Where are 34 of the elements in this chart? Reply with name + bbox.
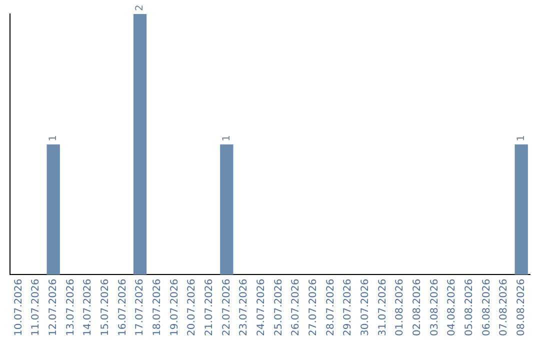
x-tick-label: 27.07.2026	[308, 278, 319, 336]
x-tick-label: 08.08.2026	[516, 278, 527, 336]
x-tick-label: 26.07.2026	[290, 278, 302, 336]
x-tick-label: 06.08.2026	[481, 278, 492, 336]
x-tick-label: 07.08.2026	[498, 278, 510, 336]
x-tick-label: 01.08.2026	[394, 278, 406, 336]
x-tick-label: 25.07.2026	[273, 278, 284, 336]
x-tick-label: 11.07.2026	[30, 278, 42, 336]
x-tick-label: 31.07.2026	[377, 278, 388, 336]
data-label: 1	[48, 134, 59, 142]
x-tick-label: 10.07.2026	[13, 278, 24, 336]
x-tick-label: 19.07.2026	[169, 278, 180, 336]
x-tick-label: 29.07.2026	[342, 278, 354, 336]
x-tick-label: 04.08.2026	[446, 278, 458, 336]
x-tick-label: 14.07.2026	[82, 278, 94, 336]
x-tick-label: 24.07.2026	[256, 278, 267, 336]
x-tick-label: 23.07.2026	[238, 278, 250, 336]
x-tick-label: 21.07.2026	[204, 278, 215, 336]
data-label: 1	[221, 134, 232, 142]
x-tick-label: 30.07.2026	[360, 278, 371, 336]
data-label: 2	[134, 4, 146, 11]
x-tick-label: 22.07.2026	[221, 278, 232, 336]
data-label: 1	[516, 134, 527, 142]
x-tick-label: 16.07.2026	[117, 278, 128, 336]
x-tick-label: 03.08.2026	[429, 278, 440, 336]
x-tick-label: 17.07.2026	[134, 278, 146, 336]
x-tick-label: 02.08.2026	[412, 278, 423, 336]
x-tick-label: 28.07.2026	[325, 278, 336, 336]
x-tick-label: 18.07.2026	[152, 278, 163, 336]
x-tick-label: 05.08.2026	[464, 278, 475, 336]
x-tick-label: 20.07.2026	[186, 278, 198, 336]
x-tick-label: 12.07.2026	[48, 278, 59, 336]
x-tick-label: 15.07.2026	[100, 278, 111, 336]
x-tick-label: 13.07.2026	[65, 278, 76, 336]
